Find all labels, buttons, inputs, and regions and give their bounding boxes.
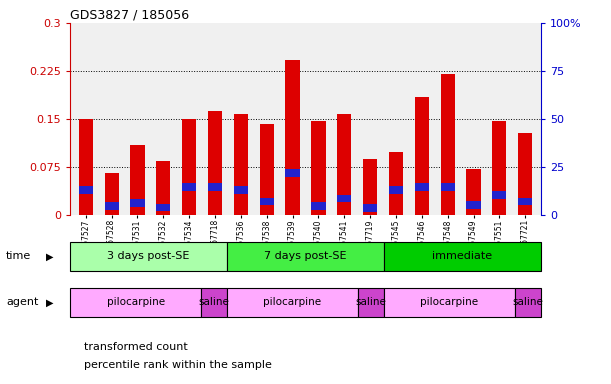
Bar	[130, 199, 145, 207]
Text: saline: saline	[199, 297, 230, 308]
Bar	[384, 242, 541, 271]
Bar	[201, 288, 227, 317]
Bar	[79, 186, 93, 194]
Bar	[234, 114, 248, 215]
Bar	[441, 183, 455, 191]
Bar	[234, 186, 248, 194]
Bar	[363, 204, 377, 212]
Text: time: time	[6, 251, 31, 262]
Text: immediate: immediate	[432, 251, 492, 262]
Bar	[130, 145, 145, 215]
Bar	[389, 152, 403, 215]
Bar	[337, 114, 351, 215]
Bar	[70, 288, 201, 317]
Bar	[363, 159, 377, 215]
Bar	[312, 121, 326, 215]
Bar	[104, 174, 119, 215]
Bar	[260, 124, 274, 215]
Bar	[337, 195, 351, 202]
Bar	[384, 288, 514, 317]
Bar	[466, 201, 481, 209]
Bar	[415, 97, 429, 215]
Text: 3 days post-SE: 3 days post-SE	[108, 251, 190, 262]
Bar	[285, 60, 299, 215]
Bar	[182, 183, 196, 191]
Text: agent: agent	[6, 297, 38, 308]
Text: percentile rank within the sample: percentile rank within the sample	[84, 360, 271, 370]
Text: saline: saline	[356, 297, 386, 308]
Bar	[208, 183, 222, 191]
Text: ▶: ▶	[46, 297, 53, 308]
Bar	[79, 119, 93, 215]
Bar	[227, 288, 358, 317]
Bar	[156, 204, 170, 211]
Bar	[156, 161, 170, 215]
Bar	[389, 186, 403, 194]
Bar	[260, 198, 274, 205]
Bar	[312, 202, 326, 210]
Text: pilocarpine: pilocarpine	[420, 297, 478, 308]
Bar	[182, 119, 196, 215]
Bar	[492, 191, 507, 199]
Bar	[514, 288, 541, 317]
Bar	[104, 202, 119, 210]
Bar	[441, 74, 455, 215]
Bar	[415, 183, 429, 191]
Text: saline: saline	[512, 297, 543, 308]
Text: pilocarpine: pilocarpine	[106, 297, 165, 308]
Text: ▶: ▶	[46, 251, 53, 262]
Text: GDS3827 / 185056: GDS3827 / 185056	[70, 9, 189, 22]
Bar	[518, 133, 532, 215]
Bar	[358, 288, 384, 317]
Bar	[466, 169, 481, 215]
Bar	[227, 242, 384, 271]
Text: 7 days post-SE: 7 days post-SE	[264, 251, 347, 262]
Text: pilocarpine: pilocarpine	[263, 297, 321, 308]
Text: transformed count: transformed count	[84, 342, 188, 352]
Bar	[70, 242, 227, 271]
Bar	[518, 198, 532, 205]
Bar	[492, 121, 507, 215]
Bar	[285, 169, 299, 177]
Bar	[208, 111, 222, 215]
